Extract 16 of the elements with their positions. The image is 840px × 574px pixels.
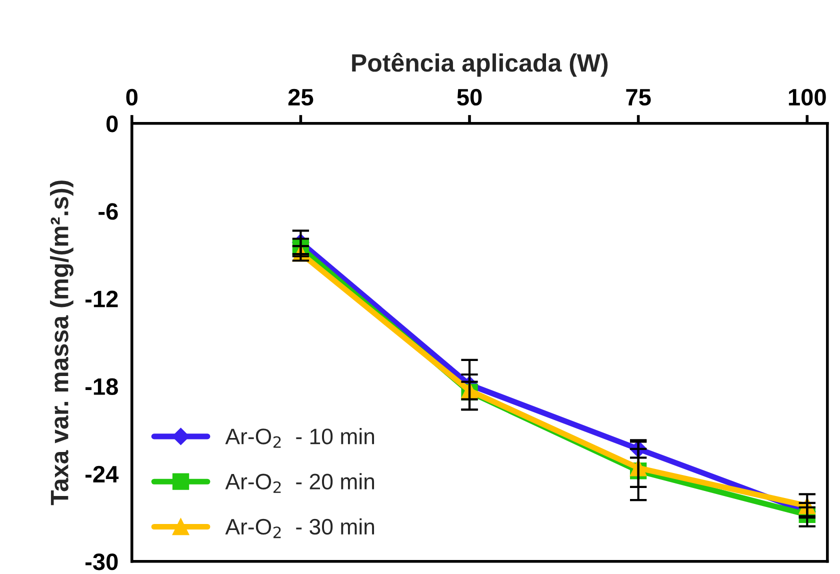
y-tick-label: -18 xyxy=(85,378,118,395)
x-axis-title: Potência aplicada (W) xyxy=(352,52,608,77)
x-tick-label: 0 xyxy=(126,88,138,106)
y-tick-label: -30 xyxy=(85,553,118,570)
x-tick-label: 100 xyxy=(788,88,826,106)
x-tick-label: 25 xyxy=(288,88,314,106)
x-tick-label: 75 xyxy=(626,89,651,106)
y-tick-label: -24 xyxy=(85,466,119,482)
y-tick-label: -12 xyxy=(85,290,118,308)
legend-label: Ar-O$_{2}$ - 30 min xyxy=(225,518,374,538)
y-axis-title: Taxa var. massa (mg/(m².s)) xyxy=(50,180,74,506)
legend-label: Ar-O$_{2}$ - 10 min xyxy=(225,428,374,448)
x-tick-label: 50 xyxy=(457,88,482,106)
y-tick-label: -6 xyxy=(98,203,118,220)
legend-label: Ar-O$_{2}$ - 20 min xyxy=(225,473,374,493)
y-tick-label: 0 xyxy=(106,115,118,132)
